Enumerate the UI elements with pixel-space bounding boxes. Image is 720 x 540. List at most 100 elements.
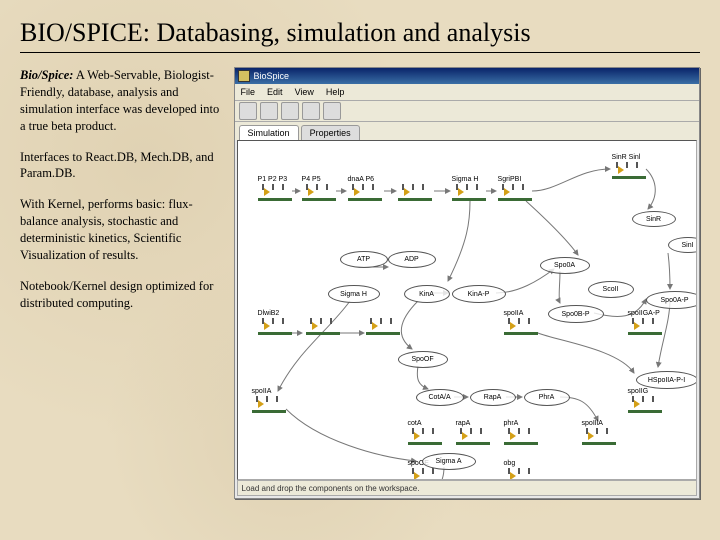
gene-arrow-icon — [258, 400, 264, 408]
gene-pin — [586, 428, 588, 434]
protein-node[interactable]: ATP — [340, 251, 388, 268]
menu-view[interactable]: View — [295, 87, 314, 97]
protein-node[interactable]: KinA — [404, 285, 450, 303]
menu-help[interactable]: Help — [326, 87, 345, 97]
left-column: Bio/Spice: A Web-Servable, Biologist-Fri… — [20, 67, 228, 499]
gene-bar — [582, 442, 616, 445]
gene-label: Sigma H — [452, 176, 479, 183]
gene-bar — [258, 198, 292, 201]
protein-node[interactable]: KinA-P — [452, 285, 506, 303]
gene-node[interactable]: spoIIA — [504, 321, 538, 335]
gene-bar — [612, 176, 646, 179]
gene-node[interactable]: obg — [504, 471, 538, 480]
protein-node[interactable]: HSpoIIA-P-I — [636, 371, 697, 389]
gene-arrow-icon — [510, 432, 516, 440]
gene-node[interactable]: SinR Sinl — [612, 165, 646, 179]
gene-label: dnaA P6 — [348, 176, 374, 183]
gene-node[interactable]: spoOE — [408, 471, 442, 480]
gene-node[interactable]: phrA — [504, 431, 538, 445]
protein-node[interactable]: CotA/A — [416, 389, 464, 406]
gene-arrow-icon — [354, 188, 360, 196]
gene-node[interactable]: DlwiB2 — [258, 321, 292, 335]
gene-arrow-icon — [618, 166, 624, 174]
protein-node[interactable]: Spo0A — [540, 257, 590, 274]
protein-node[interactable]: Spo0B-P — [548, 305, 604, 323]
para-1: Bio/Spice: A Web-Servable, Biologist-Fri… — [20, 67, 228, 135]
gene-pin — [352, 184, 354, 190]
toolbar-btn-3[interactable] — [281, 102, 299, 120]
gene-pin — [362, 184, 364, 190]
gene-pin — [642, 396, 644, 402]
gene-node[interactable]: Sigma H — [452, 187, 486, 201]
gene-pin — [262, 318, 264, 324]
protein-node[interactable]: PhrA — [524, 389, 570, 406]
gene-node[interactable]: spoIIG — [628, 399, 662, 413]
gene-bar — [302, 198, 336, 201]
gene-node[interactable]: SgriPBI — [498, 187, 532, 201]
menu-file[interactable]: File — [241, 87, 256, 97]
app-icon — [238, 70, 250, 82]
gene-pin — [512, 184, 514, 190]
gene-pin — [528, 468, 530, 474]
gene-label: cotA — [408, 420, 422, 427]
protein-node[interactable]: Sigma A — [422, 453, 476, 470]
gene-pin — [652, 396, 654, 402]
gene-pin — [480, 428, 482, 434]
gene-node[interactable]: P4 P5 — [302, 187, 336, 201]
toolbar-btn-5[interactable] — [323, 102, 341, 120]
gene-pin — [412, 428, 414, 434]
gene-arrow-icon — [404, 188, 410, 196]
gene-pin — [518, 468, 520, 474]
gene-bar — [452, 198, 486, 201]
toolbar-btn-2[interactable] — [260, 102, 278, 120]
gene-node[interactable]: P1 P2 P3 — [258, 187, 292, 201]
gene-node[interactable]: spoIIGA-P — [628, 321, 662, 335]
gene-node[interactable]: rapA — [456, 431, 490, 445]
toolbar-btn-4[interactable] — [302, 102, 320, 120]
gene-pin — [316, 184, 318, 190]
protein-node[interactable]: SpoOF — [398, 351, 448, 368]
gene-pin — [432, 468, 434, 474]
gene-node[interactable]: spoIIA — [252, 399, 286, 413]
gene-pin — [632, 318, 634, 324]
gene-node[interactable]: spoIIlA — [582, 431, 616, 445]
protein-node[interactable]: ScoII — [588, 281, 634, 298]
app-window: BioSpice File Edit View Help Simulation … — [234, 67, 700, 499]
gene-label: SinR Sinl — [612, 154, 641, 161]
edge — [286, 409, 416, 461]
gene-pin — [636, 162, 638, 168]
protein-node[interactable]: SinR — [632, 211, 676, 227]
gene-bar — [504, 332, 538, 335]
gene-bar — [258, 332, 292, 335]
gene-pin — [470, 428, 472, 434]
gene-node[interactable] — [366, 321, 400, 335]
gene-node[interactable]: dnaA P6 — [348, 187, 382, 201]
gene-pin — [262, 184, 264, 190]
edge — [668, 253, 670, 289]
gene-bar — [398, 198, 432, 201]
menu-edit[interactable]: Edit — [267, 87, 283, 97]
titlebar[interactable]: BioSpice — [235, 68, 699, 84]
gene-pin — [502, 184, 504, 190]
gene-pin — [412, 184, 414, 190]
gene-pin — [402, 184, 404, 190]
edge — [448, 201, 470, 281]
protein-node[interactable]: ADP — [388, 251, 436, 268]
edge — [646, 169, 655, 209]
toolbar-btn-1[interactable] — [239, 102, 257, 120]
gene-pin — [370, 318, 372, 324]
tab-simulation[interactable]: Simulation — [239, 125, 299, 140]
tab-properties[interactable]: Properties — [301, 125, 360, 140]
gene-arrow-icon — [510, 472, 516, 480]
gene-node[interactable] — [306, 321, 340, 335]
gene-bar — [252, 410, 286, 413]
protein-node[interactable]: RapA — [470, 389, 516, 406]
gene-node[interactable] — [398, 187, 432, 201]
gene-pin — [508, 318, 510, 324]
network-canvas[interactable]: P1 P2 P3 P4 P5 dnaA P6 Sigma H SgriPBI SinR S… — [237, 140, 697, 480]
gene-pin — [466, 184, 468, 190]
gene-node[interactable]: cotA — [408, 431, 442, 445]
protein-node[interactable]: Sigma H — [328, 285, 380, 303]
gene-pin — [606, 428, 608, 434]
gene-pin — [508, 468, 510, 474]
